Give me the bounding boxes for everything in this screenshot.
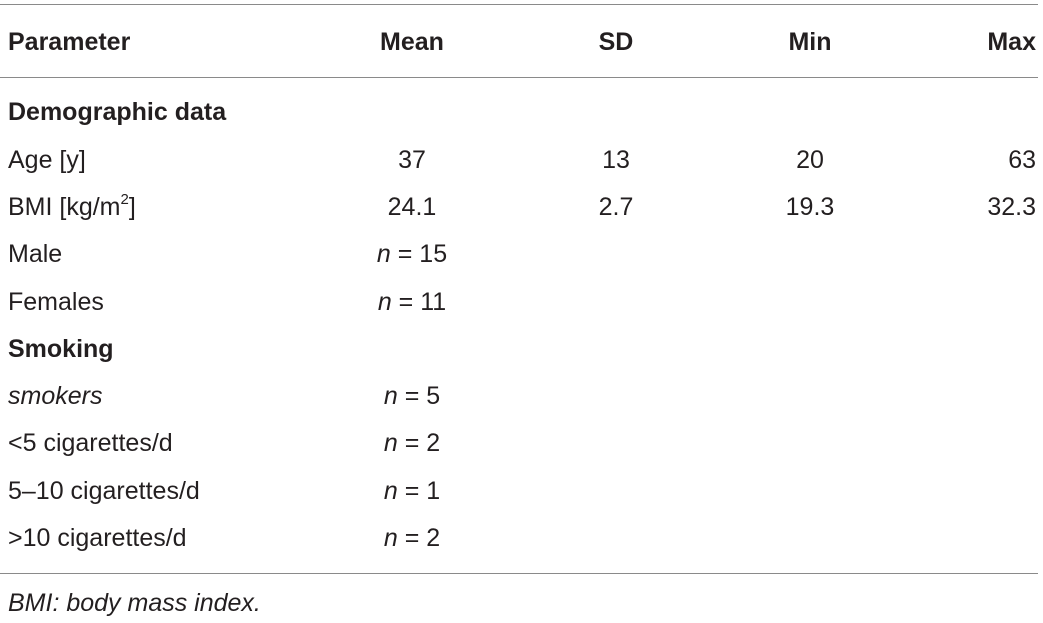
row-age-min: 20 [796, 146, 824, 174]
header-rule [0, 77, 1038, 78]
row-5to10-n-symbol: n [383, 477, 398, 505]
row-male-label: Male [8, 240, 63, 268]
row-5to10-label: 5–10 cigarettes/d [8, 477, 200, 505]
header-sd: SD [598, 28, 634, 56]
row-bmi-label-prefix: BMI [kg/m [8, 193, 121, 221]
row-male-n-symbol: n [376, 240, 391, 268]
table-row: <5 cigarettes/d n = 2 [0, 423, 1043, 463]
table-footnote: BMI: body mass index. [8, 589, 261, 617]
row-females-n-symbol: n [377, 288, 392, 316]
row-bmi-label-suffix: ] [128, 193, 136, 221]
header-row: Parameter Mean SD Min Max [0, 22, 1043, 62]
table-row: Age [y] 37 13 20 63 [0, 140, 1043, 180]
row-gt10-count: n = 2 [330, 518, 494, 558]
table-row: smokers n = 5 [0, 376, 1043, 416]
row-lt5-count: n = 2 [330, 423, 494, 463]
header-parameter: Parameter [8, 28, 131, 56]
row-smokers-n-symbol: n [383, 382, 398, 410]
section-smoking: Smoking [0, 329, 1043, 369]
row-age-label: Age [y] [8, 146, 86, 174]
bottom-rule [0, 573, 1038, 574]
table-row: Male n = 15 [0, 234, 1043, 274]
row-lt5-label: <5 cigarettes/d [8, 429, 173, 457]
row-age-mean: 37 [398, 146, 426, 174]
row-smokers-count: n = 5 [330, 376, 494, 416]
row-age-max: 63 [1008, 146, 1036, 174]
section-demographic-label: Demographic data [8, 98, 227, 126]
top-rule [0, 4, 1038, 5]
header-max: Max [987, 28, 1036, 56]
row-gt10-n-symbol: n [383, 524, 398, 552]
table-row: BMI [kg/m2] 24.1 2.7 19.3 32.3 [0, 187, 1043, 227]
row-bmi-label: BMI [kg/m2] [8, 187, 136, 227]
row-5to10-count: n = 1 [330, 471, 494, 511]
section-smoking-label: Smoking [8, 335, 114, 363]
row-male-count: n = 15 [330, 234, 494, 274]
row-bmi-min: 19.3 [785, 193, 835, 221]
header-min: Min [788, 28, 832, 56]
row-bmi-sd: 2.7 [598, 193, 634, 221]
row-females-label: Females [8, 288, 104, 316]
table-row: 5–10 cigarettes/d n = 1 [0, 471, 1043, 511]
row-lt5-n-value: = 2 [397, 429, 441, 457]
row-bmi-max: 32.3 [987, 193, 1036, 221]
row-gt10-n-value: = 2 [397, 524, 441, 552]
row-lt5-n-symbol: n [383, 429, 398, 457]
table-row: Females n = 11 [0, 282, 1043, 322]
section-demographic: Demographic data [0, 92, 1043, 132]
row-bmi-label-sup: 2 [120, 190, 129, 208]
row-smokers-n-value: = 5 [397, 382, 441, 410]
row-male-n-value: = 15 [390, 240, 448, 268]
row-age-sd: 13 [602, 146, 630, 174]
row-females-count: n = 11 [330, 282, 494, 322]
row-smokers-label: smokers [8, 382, 103, 410]
row-females-n-value: = 11 [391, 288, 447, 316]
row-gt10-label: >10 cigarettes/d [8, 524, 187, 552]
header-mean: Mean [380, 28, 444, 56]
row-bmi-mean: 24.1 [387, 193, 437, 221]
row-5to10-n-value: = 1 [397, 477, 441, 505]
table-row: >10 cigarettes/d n = 2 [0, 518, 1043, 558]
